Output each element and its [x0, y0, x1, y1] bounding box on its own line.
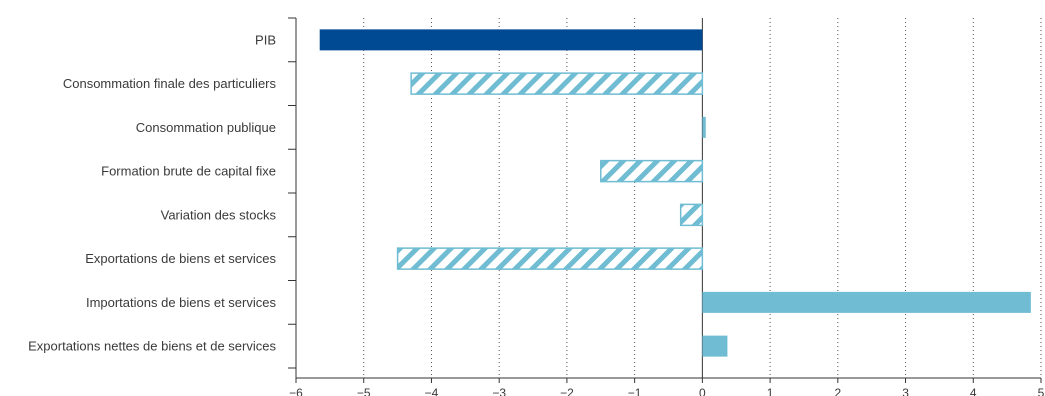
x-tick-label: 4 [970, 386, 977, 396]
category-label: Importations de biens et services [86, 295, 277, 310]
x-tick-label: −1 [628, 386, 642, 396]
category-label: Exportations nettes de biens et de servi… [28, 339, 276, 354]
bar [702, 291, 1031, 313]
category-label: Formation brute de capital fixe [101, 164, 276, 179]
bar [410, 72, 704, 95]
x-tick-label: 2 [834, 386, 841, 396]
x-tick-label: 1 [767, 386, 774, 396]
x-tick-label: 5 [1038, 386, 1045, 396]
category-label: Consommation finale des particuliers [63, 76, 277, 91]
bar [396, 247, 704, 270]
x-tick-label: −3 [492, 386, 506, 396]
bars [319, 29, 1031, 357]
x-tick-label: 3 [902, 386, 909, 396]
x-tick-label: −2 [560, 386, 574, 396]
category-label: Variation des stocks [161, 207, 277, 222]
category-label: Exportations de biens et services [85, 251, 276, 266]
bar [319, 29, 703, 51]
bar [702, 335, 728, 357]
bar [702, 116, 706, 138]
x-tick-label: 0 [699, 386, 706, 396]
category-label: PIB [255, 32, 276, 47]
bar [600, 159, 704, 183]
x-tick-labels: −6 −5 −4 −3 −2 −1 0 1 2 3 4 5 [289, 386, 1045, 396]
category-label: Consommation publique [136, 120, 276, 135]
x-tick-label: −4 [425, 386, 439, 396]
category-labels: PIB Consommation finale des particuliers C… [28, 32, 276, 353]
axes [288, 17, 1042, 383]
bar [679, 203, 704, 227]
x-tick-label: −6 [289, 386, 303, 396]
x-tick-label: −5 [357, 386, 371, 396]
